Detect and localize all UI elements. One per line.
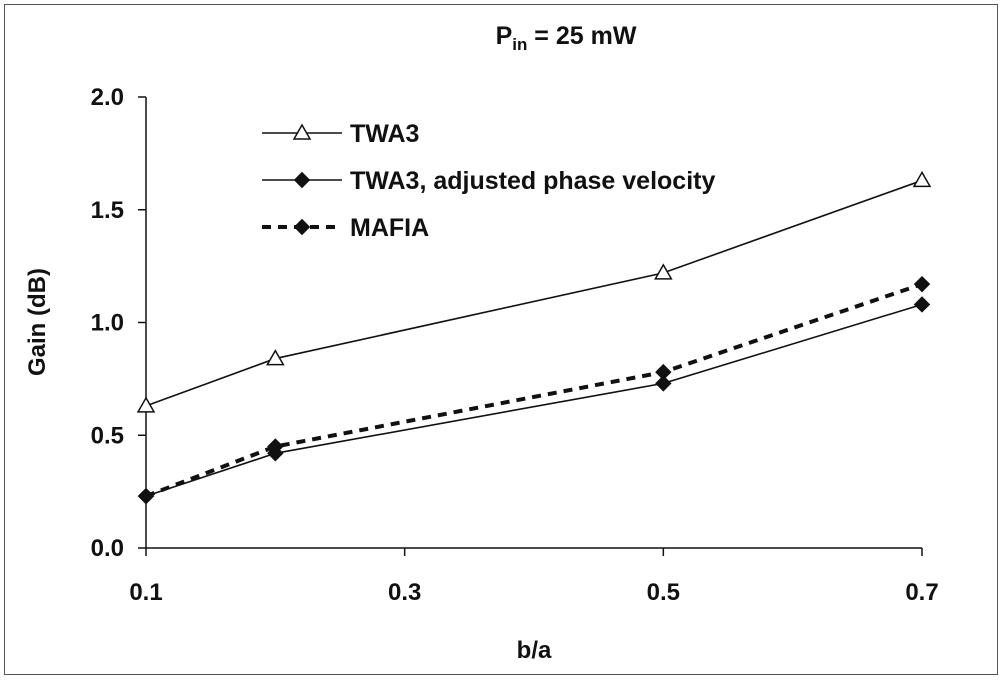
series-1: [136, 170, 932, 413]
title-main: P: [496, 22, 513, 50]
y-tick-label: 0.0: [91, 535, 124, 562]
data-point: [654, 263, 673, 280]
chart-title: Pin = 25 mW: [496, 22, 637, 54]
x-tick-label: 0.7: [905, 579, 938, 606]
y-tick-label: 0.5: [91, 422, 124, 449]
legend-label: MAFIA: [350, 214, 429, 242]
series-layer: [136, 170, 932, 505]
axes: 0.0 0.5 1.0 1.5 2.0 0.1 0.3 0.5 0.7: [91, 84, 939, 606]
legend-marker: [293, 171, 311, 189]
series-line: [145, 303, 923, 497]
y-axis-label: Gain (dB): [24, 268, 51, 376]
y-tick-label: 1.0: [91, 310, 124, 337]
series-2: [137, 296, 931, 505]
x-axis-label: b/a: [517, 637, 552, 664]
data-point: [267, 438, 284, 455]
data-point: [655, 363, 672, 381]
x-tick-label: 0.5: [647, 579, 680, 606]
data-point: [655, 375, 672, 392]
legend-marker: [292, 123, 312, 140]
legend-marker: [293, 218, 311, 236]
legend-label: TWA3: [350, 120, 419, 148]
y-tick-label: 2.0: [91, 84, 124, 111]
y-tick-label: 1.5: [91, 197, 124, 224]
legend: TWA3 TWA3, adjusted phase velocity MAFIA: [262, 120, 715, 242]
title-rest: = 25 mW: [527, 22, 636, 50]
series-3: [137, 275, 931, 505]
data-point: [137, 487, 155, 505]
x-tick-label: 0.1: [129, 579, 162, 606]
data-point: [913, 275, 931, 293]
x-tick-label: 0.3: [388, 579, 421, 606]
title-subscript: in: [512, 35, 527, 54]
data-point: [266, 349, 285, 366]
chart-frame: [4, 4, 998, 675]
series-line: [145, 282, 923, 499]
data-point: [913, 296, 931, 313]
series-line: [145, 179, 923, 407]
data-point: [912, 170, 932, 188]
data-point: [136, 396, 156, 413]
legend-label: TWA3, adjusted phase velocity: [350, 167, 715, 195]
